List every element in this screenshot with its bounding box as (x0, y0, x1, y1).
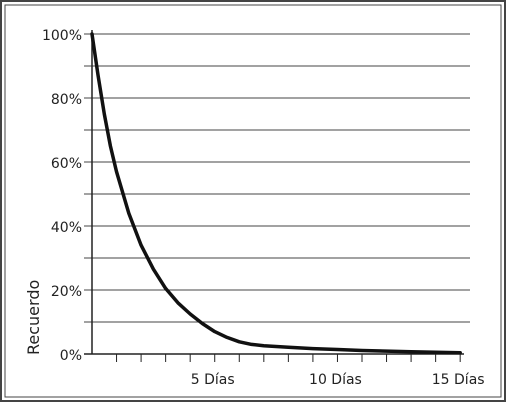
y-tick-label-20: 20% (51, 284, 82, 300)
gridlines (84, 33, 470, 323)
x-tick-label-10: 10 Días (309, 372, 362, 388)
y-tick-label-100: 100% (42, 28, 82, 44)
x-tick-labels: 5 Días 10 Días 15 Días (191, 372, 485, 388)
series-layer (90, 32, 462, 355)
y-tick-label-0: 0% (60, 348, 82, 364)
y-axis-label: Recuerdo (24, 280, 43, 355)
x-tick-label-15: 15 Días (432, 372, 485, 388)
series-line-0 (90, 32, 462, 355)
x-axis-ticks (116, 354, 461, 362)
y-tick-label-80: 80% (51, 92, 82, 108)
axes (84, 30, 464, 355)
inner-border (4, 4, 502, 398)
y-tick-label-40: 40% (51, 220, 82, 236)
y-tick-label-60: 60% (51, 156, 82, 172)
y-tick-labels: 0% 20% 40% 60% 80% 100% (42, 28, 82, 364)
x-tick-label-5: 5 Días (191, 372, 235, 388)
